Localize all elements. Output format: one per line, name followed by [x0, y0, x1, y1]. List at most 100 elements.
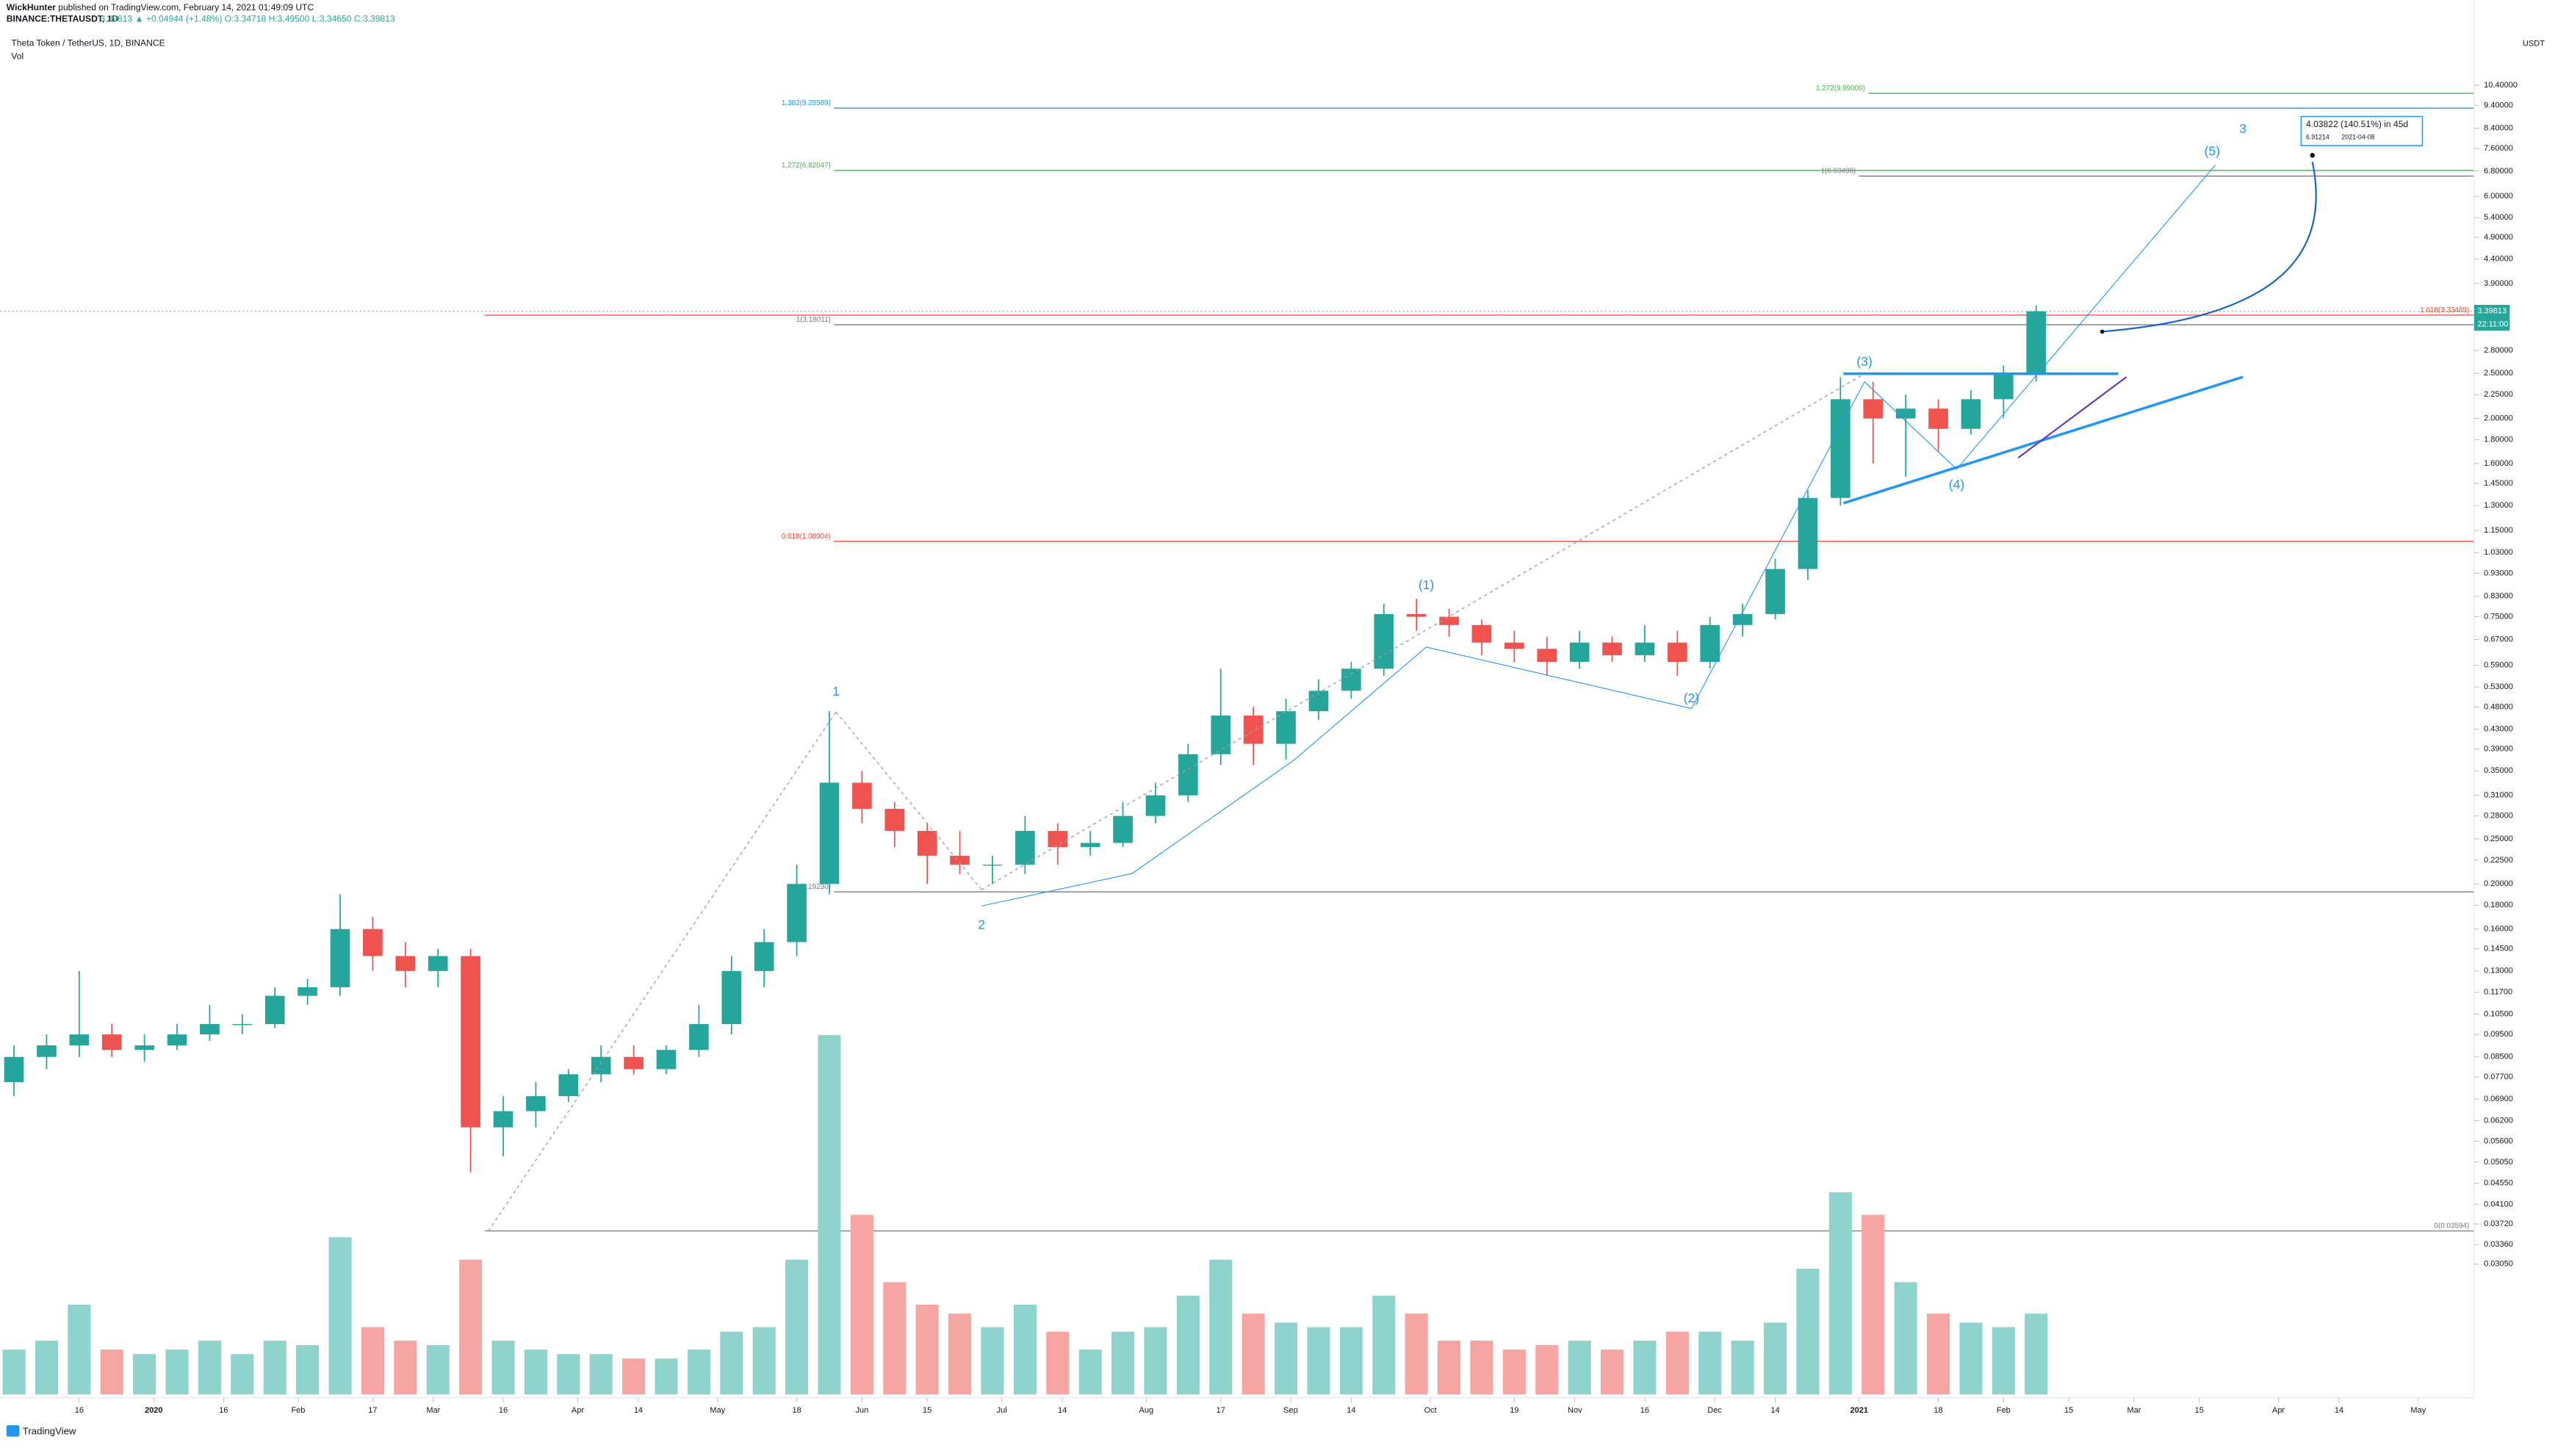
wave-label: 1	[832, 684, 840, 699]
volume-bar	[491, 1340, 515, 1395]
volume-bar	[1959, 1322, 1983, 1395]
volume-bar	[1405, 1313, 1428, 1395]
fib-label: 0(0.03594)	[2434, 1222, 2469, 1230]
volume-bar	[948, 1313, 972, 1395]
volume-bar	[655, 1358, 678, 1395]
volume-bar	[589, 1354, 613, 1395]
x-tick-label: Nov	[1568, 1406, 1582, 1415]
candle-body	[1341, 668, 1361, 691]
candle-body	[1276, 711, 1296, 744]
volume-bar	[818, 1034, 841, 1395]
candle-body	[1961, 399, 1981, 429]
candle-body	[558, 1074, 579, 1097]
volume-bar	[785, 1259, 809, 1395]
y-tick-label: 4.90000	[2484, 233, 2513, 242]
x-tick-label: 16	[499, 1406, 508, 1415]
measure-box	[2300, 115, 2424, 146]
y-tick-label: 7.60000	[2484, 144, 2513, 153]
candle-body	[1765, 569, 1785, 614]
volume-bar	[1601, 1349, 1624, 1395]
volume-bar	[557, 1354, 580, 1395]
y-tick-label: 10.40000	[2484, 81, 2518, 90]
wave-label: (2)	[1684, 691, 1700, 705]
y-tick-label: 1.15000	[2484, 526, 2513, 535]
wave-line	[981, 373, 1865, 890]
x-tick-label: 16	[1640, 1406, 1649, 1415]
volume-bar	[2025, 1313, 2048, 1395]
volume-bar	[100, 1349, 123, 1395]
y-tick-label: 0.08500	[2484, 1053, 2513, 1062]
volume-bar	[1665, 1331, 1689, 1395]
x-tick-label: 14	[634, 1406, 643, 1415]
y-tick-label: 0.48000	[2484, 702, 2513, 711]
quote: 3.39813 ▲ +0.04944 (+1.48%) O:3.34718 H:…	[100, 14, 394, 24]
x-tick-label: 14	[1058, 1406, 1067, 1415]
volume-bar	[1176, 1295, 1200, 1395]
volume-bar	[296, 1345, 320, 1395]
y-tick-label: 6.80000	[2484, 167, 2513, 176]
candle-body	[1928, 408, 1948, 429]
measure-text: 6.91214	[2306, 134, 2329, 141]
published: published on TradingView.com, February 1…	[58, 2, 314, 12]
candle-body	[656, 1050, 677, 1070]
candle-body	[1145, 795, 1166, 816]
candle-body	[134, 1045, 154, 1050]
x-tick-label: 19	[1510, 1406, 1518, 1415]
volume-bar	[1078, 1349, 1102, 1395]
y-tick-label: 0.05050	[2484, 1158, 2513, 1167]
y-tick-label: 0.13000	[2484, 967, 2513, 976]
y-tick-label: 0.31000	[2484, 791, 2513, 800]
fib-label: 1.272(9.99000)	[1816, 84, 1865, 93]
y-tick-label: 0.03720	[2484, 1219, 2513, 1228]
x-tick-label: May	[2410, 1406, 2426, 1415]
fib-label: 1(3.18011)	[796, 316, 831, 324]
candle-body	[2026, 311, 2047, 374]
y-tick-label: 0.35000	[2484, 766, 2513, 775]
x-tick-label: 14	[2335, 1406, 2343, 1415]
volume-bar	[1013, 1304, 1037, 1395]
volume-bar	[1828, 1192, 1852, 1395]
wave-label: (3)	[1856, 354, 1873, 369]
y-tick-label: 0.22500	[2484, 856, 2513, 865]
candle-body	[787, 884, 807, 943]
y-tick-label: 9.40000	[2484, 101, 2513, 110]
candle-body	[689, 1024, 709, 1050]
x-tick-label: Apr	[572, 1406, 584, 1415]
candle-body	[1243, 716, 1264, 744]
fib-label: 1.272(6.82047)	[782, 162, 831, 170]
y-unit: USDT	[2523, 39, 2545, 48]
y-tick-label: 0.06900	[2484, 1095, 2513, 1103]
volume-bar	[1209, 1259, 1233, 1395]
candle-body	[264, 995, 285, 1025]
volume-bar	[622, 1358, 646, 1395]
x-tick-label: 17	[368, 1406, 377, 1415]
candle-body	[493, 1111, 513, 1128]
x-tick-label: Apr	[2272, 1406, 2285, 1415]
volume-bar	[915, 1304, 939, 1395]
volume-bar	[2, 1349, 26, 1395]
x-tick-label: 16	[219, 1406, 228, 1415]
y-tick-label: 6.00000	[2484, 192, 2513, 201]
y-tick-label: 2.50000	[2484, 369, 2513, 378]
wave-label: 3	[2239, 121, 2246, 136]
candle-body	[1537, 649, 1557, 662]
x-tick-label: 15	[923, 1406, 931, 1415]
fib-label: 1.618(3.33469)	[2420, 306, 2469, 314]
x-tick-label: Mar	[426, 1406, 440, 1415]
y-tick-label: 0.59000	[2484, 660, 2513, 669]
candle-body	[754, 942, 774, 971]
candle-body	[1211, 716, 1231, 754]
wave-label: (5)	[2205, 144, 2221, 159]
y-tick-label: 0.10500	[2484, 1010, 2513, 1019]
candle-body	[819, 782, 840, 884]
candle-body	[917, 831, 937, 856]
projection-arrow	[2102, 162, 2317, 333]
author: WickHunter	[7, 2, 56, 12]
axes: 10.40000 9.40000 8.40000 7.60000 6.80000 6.00…	[75, 81, 2518, 1415]
fib-label: 0.618(1.08904)	[782, 533, 831, 541]
candle-body	[37, 1045, 57, 1057]
y-tick-label: 0.83000	[2484, 592, 2513, 601]
y-tick-label: 0.93000	[2484, 569, 2513, 577]
candle-body	[461, 956, 480, 1128]
